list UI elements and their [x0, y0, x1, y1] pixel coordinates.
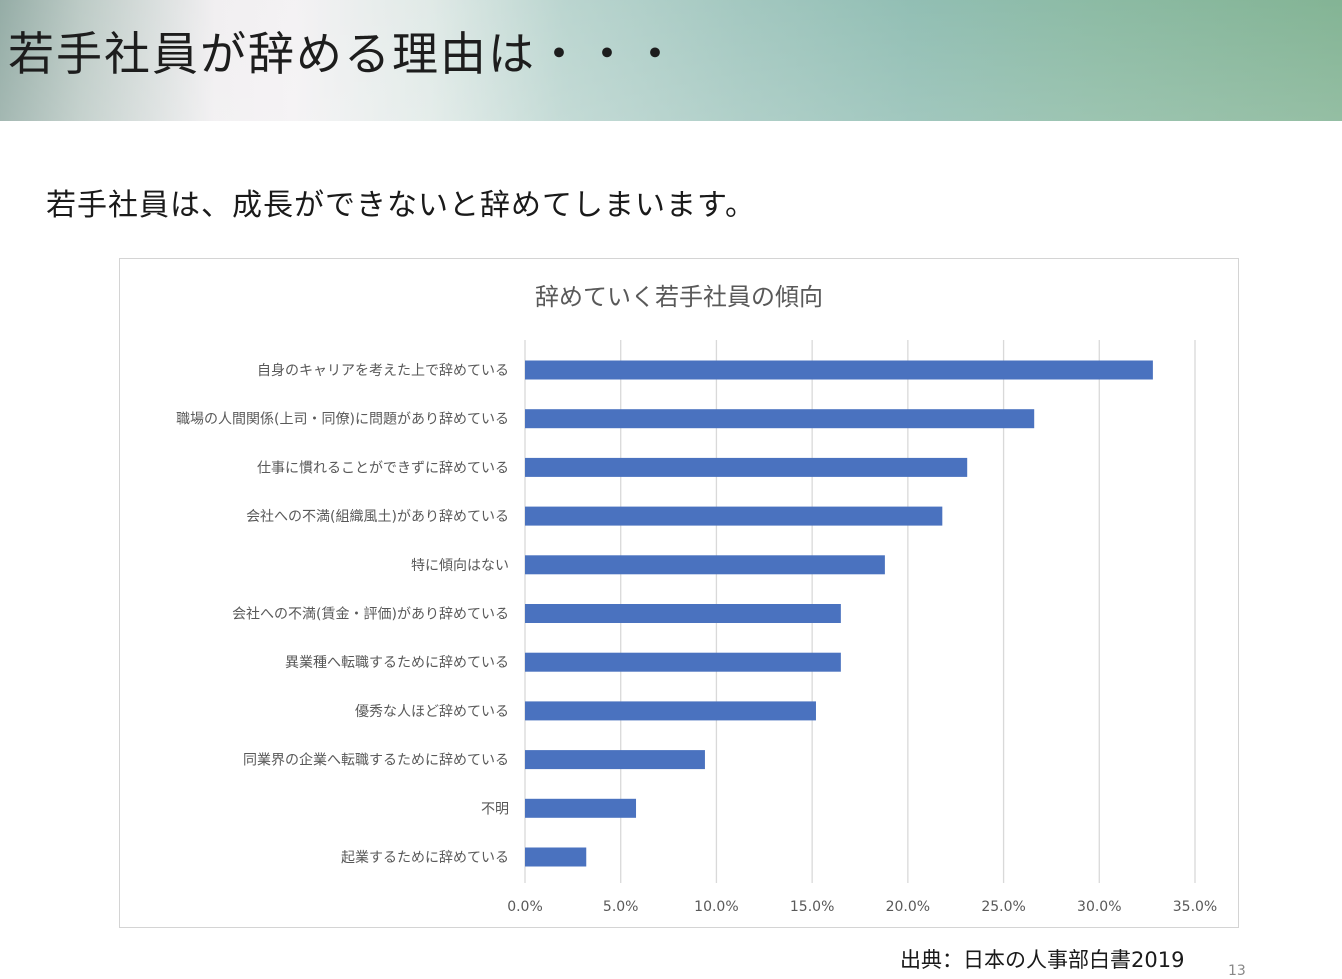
bar	[525, 409, 1035, 429]
category-label: 会社への不満(賃金・評価)があり辞めている	[232, 607, 509, 623]
category-label: 異業種へ転職するために辞めている	[285, 655, 509, 671]
x-tick-label: 30.0%	[1077, 899, 1121, 915]
bar	[525, 457, 968, 477]
category-label: 不明	[481, 801, 509, 817]
bar	[525, 847, 587, 867]
header-band	[0, 0, 1342, 121]
x-tick-label: 10.0%	[694, 899, 738, 915]
bar	[525, 555, 885, 575]
category-label: 起業するために辞めている	[341, 850, 509, 866]
x-tick-label: 15.0%	[790, 899, 834, 915]
page-number: 13	[1228, 963, 1246, 979]
x-tick-label: 35.0%	[1173, 899, 1217, 915]
bar	[525, 652, 841, 672]
bar-chart: 辞めていく若手社員の傾向 0.0% 5.0% 10.0% 15.0% 20.0% 25.0%…	[176, 283, 1217, 915]
category-label: 優秀な人ほど辞めている	[355, 704, 509, 720]
bar	[525, 798, 637, 818]
lead-text: 若手社員は、成長ができないと辞めてしまいます。	[46, 188, 756, 223]
category-label: 職場の人間関係(上司・同僚)に問題があり辞めている	[176, 412, 509, 428]
category-label: 会社への不満(組織風土)があり辞めている	[246, 509, 509, 525]
x-tick-label: 20.0%	[886, 899, 930, 915]
bar	[525, 360, 1153, 380]
slide-title: 若手社員が辞める理由は・・・	[8, 27, 680, 81]
category-label: 自身のキャリアを考えた上で辞めている	[257, 363, 509, 379]
category-label: 特に傾向はない	[411, 558, 509, 574]
category-label: 仕事に慣れることができずに辞めている	[257, 459, 509, 476]
source-note: 出典：日本の人事部白書2019	[900, 948, 1185, 972]
chart-title: 辞めていく若手社員の傾向	[535, 283, 823, 311]
bar	[525, 506, 943, 526]
x-tick-label: 0.0%	[507, 899, 543, 915]
x-tick-label: 5.0%	[603, 899, 639, 915]
category-label: 同業界の企業へ転職するために辞めている	[243, 752, 509, 769]
chart-frame: 辞めていく若手社員の傾向 0.0% 5.0% 10.0% 15.0% 20.0% 25.0%…	[119, 258, 1239, 928]
bar	[525, 604, 841, 623]
x-tick-label: 25.0%	[981, 899, 1025, 915]
bar	[525, 750, 705, 770]
bar	[525, 701, 816, 721]
